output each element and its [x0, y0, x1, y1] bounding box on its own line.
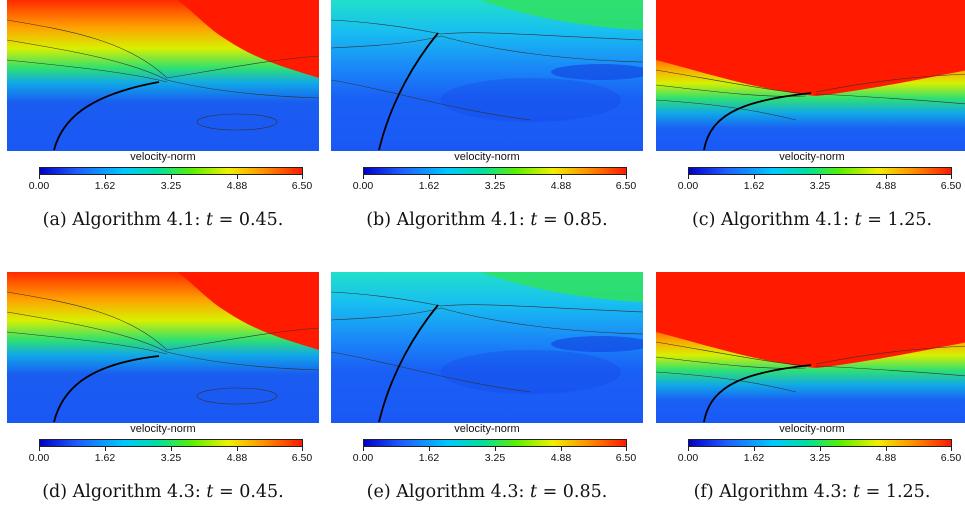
panel-caption: (f) Algorithm 4.3: t = 1.25.: [693, 482, 931, 502]
colorbar-tick-label: 6.50: [291, 452, 313, 464]
colorbar-tick: [302, 447, 303, 451]
colorbar-tick-label: 1.62: [743, 180, 765, 192]
colorbar-tick: [688, 175, 689, 179]
colorbar-tick: [688, 447, 689, 451]
colorbar-tick: [561, 175, 562, 179]
flexible-body-curve: [378, 32, 439, 151]
colorbar-tick-label: 0.00: [352, 180, 374, 192]
velocity-field-plot: [656, 272, 965, 423]
colorbar-tick-label: 6.50: [291, 180, 313, 192]
colorbar-tick-label: 1.62: [418, 180, 440, 192]
flexible-body-curve: [53, 81, 160, 151]
colorbar-gradient: [688, 439, 952, 447]
colorbar-tick-label: 0.00: [28, 452, 50, 464]
colorbar-tick: [105, 447, 106, 451]
colorbar-tick: [626, 175, 627, 179]
colorbar-tick: [820, 175, 821, 179]
panel-caption: (e) Algorithm 4.3: t = 0.85.: [366, 482, 608, 502]
velocity-field-plot: [656, 0, 965, 151]
velocity-field-plot: [7, 272, 319, 423]
colorbar-title: velocity-norm: [454, 423, 520, 435]
colorbar-tick-label: 0.00: [352, 452, 374, 464]
colorbar-tick-label: 1.62: [94, 452, 116, 464]
velocity-field-plot: [7, 0, 319, 151]
colorbar-tick: [495, 447, 496, 451]
colorbar-tick-label: 6.50: [940, 180, 962, 192]
colorbar-tick-label: 3.25: [484, 452, 506, 464]
panel-caption: (b) Algorithm 4.1: t = 0.85.: [366, 210, 608, 230]
colorbar-title: velocity-norm: [779, 423, 845, 435]
colorbar-tick: [561, 447, 562, 451]
colorbar-tick: [302, 175, 303, 179]
colorbar-tick-label: 6.50: [615, 180, 637, 192]
colorbar-tick: [820, 447, 821, 451]
colorbar-title: velocity-norm: [130, 423, 196, 435]
colorbar-tick-label: 4.88: [875, 452, 897, 464]
colorbar-gradient: [363, 439, 627, 447]
colorbar-tick-label: 4.88: [875, 180, 897, 192]
colorbar-tick-label: 4.88: [550, 452, 572, 464]
panel-caption: (c) Algorithm 4.1: t = 1.25.: [691, 210, 933, 230]
colorbar-gradient: [39, 439, 303, 447]
colorbar-tick-label: 0.00: [677, 452, 699, 464]
colorbar-tick-label: 4.88: [226, 452, 248, 464]
colorbar-tick-label: 4.88: [226, 180, 248, 192]
colorbar-tick: [363, 447, 364, 451]
colorbar-tick-label: 0.00: [677, 180, 699, 192]
colorbar-tick-label: 1.62: [743, 452, 765, 464]
colorbar-gradient: [39, 167, 303, 175]
colorbar-tick: [429, 447, 430, 451]
velocity-field-plot: [331, 272, 643, 423]
velocity-field-plot: [331, 0, 643, 151]
colorbar-tick-label: 4.88: [550, 180, 572, 192]
colorbar-tick-label: 6.50: [940, 452, 962, 464]
colorbar-tick-label: 1.62: [418, 452, 440, 464]
panel-caption: (d) Algorithm 4.3: t = 0.45.: [42, 482, 284, 502]
colorbar-title: velocity-norm: [454, 151, 520, 163]
colorbar-tick: [171, 447, 172, 451]
colorbar-tick: [951, 447, 952, 451]
colorbar-tick: [171, 175, 172, 179]
colorbar-tick-label: 1.62: [94, 180, 116, 192]
colorbar-tick-label: 3.25: [160, 452, 182, 464]
flexible-body-curve: [378, 304, 439, 423]
colorbar-tick-label: 6.50: [615, 452, 637, 464]
colorbar-tick-label: 3.25: [809, 180, 831, 192]
colorbar-tick-label: 3.25: [160, 180, 182, 192]
colorbar-gradient: [688, 167, 952, 175]
colorbar-title: velocity-norm: [779, 151, 845, 163]
flexible-body-curve: [703, 92, 812, 151]
colorbar-tick: [429, 175, 430, 179]
colorbar-tick: [886, 175, 887, 179]
colorbar-tick: [626, 447, 627, 451]
colorbar-tick: [754, 447, 755, 451]
colorbar-tick: [363, 175, 364, 179]
panel-caption: (a) Algorithm 4.1: t = 0.45.: [42, 210, 284, 230]
flexible-body-curve: [53, 355, 160, 423]
flexible-body-curve: [703, 364, 812, 423]
colorbar-gradient: [363, 167, 627, 175]
colorbar-tick: [495, 175, 496, 179]
colorbar-tick: [754, 175, 755, 179]
colorbar-tick-label: 3.25: [484, 180, 506, 192]
colorbar-tick: [951, 175, 952, 179]
colorbar-tick: [105, 175, 106, 179]
colorbar-tick: [886, 447, 887, 451]
colorbar-tick: [39, 447, 40, 451]
colorbar-tick: [237, 175, 238, 179]
colorbar-tick-label: 0.00: [28, 180, 50, 192]
colorbar-tick: [39, 175, 40, 179]
colorbar-title: velocity-norm: [130, 151, 196, 163]
colorbar-tick: [237, 447, 238, 451]
colorbar-tick-label: 3.25: [809, 452, 831, 464]
